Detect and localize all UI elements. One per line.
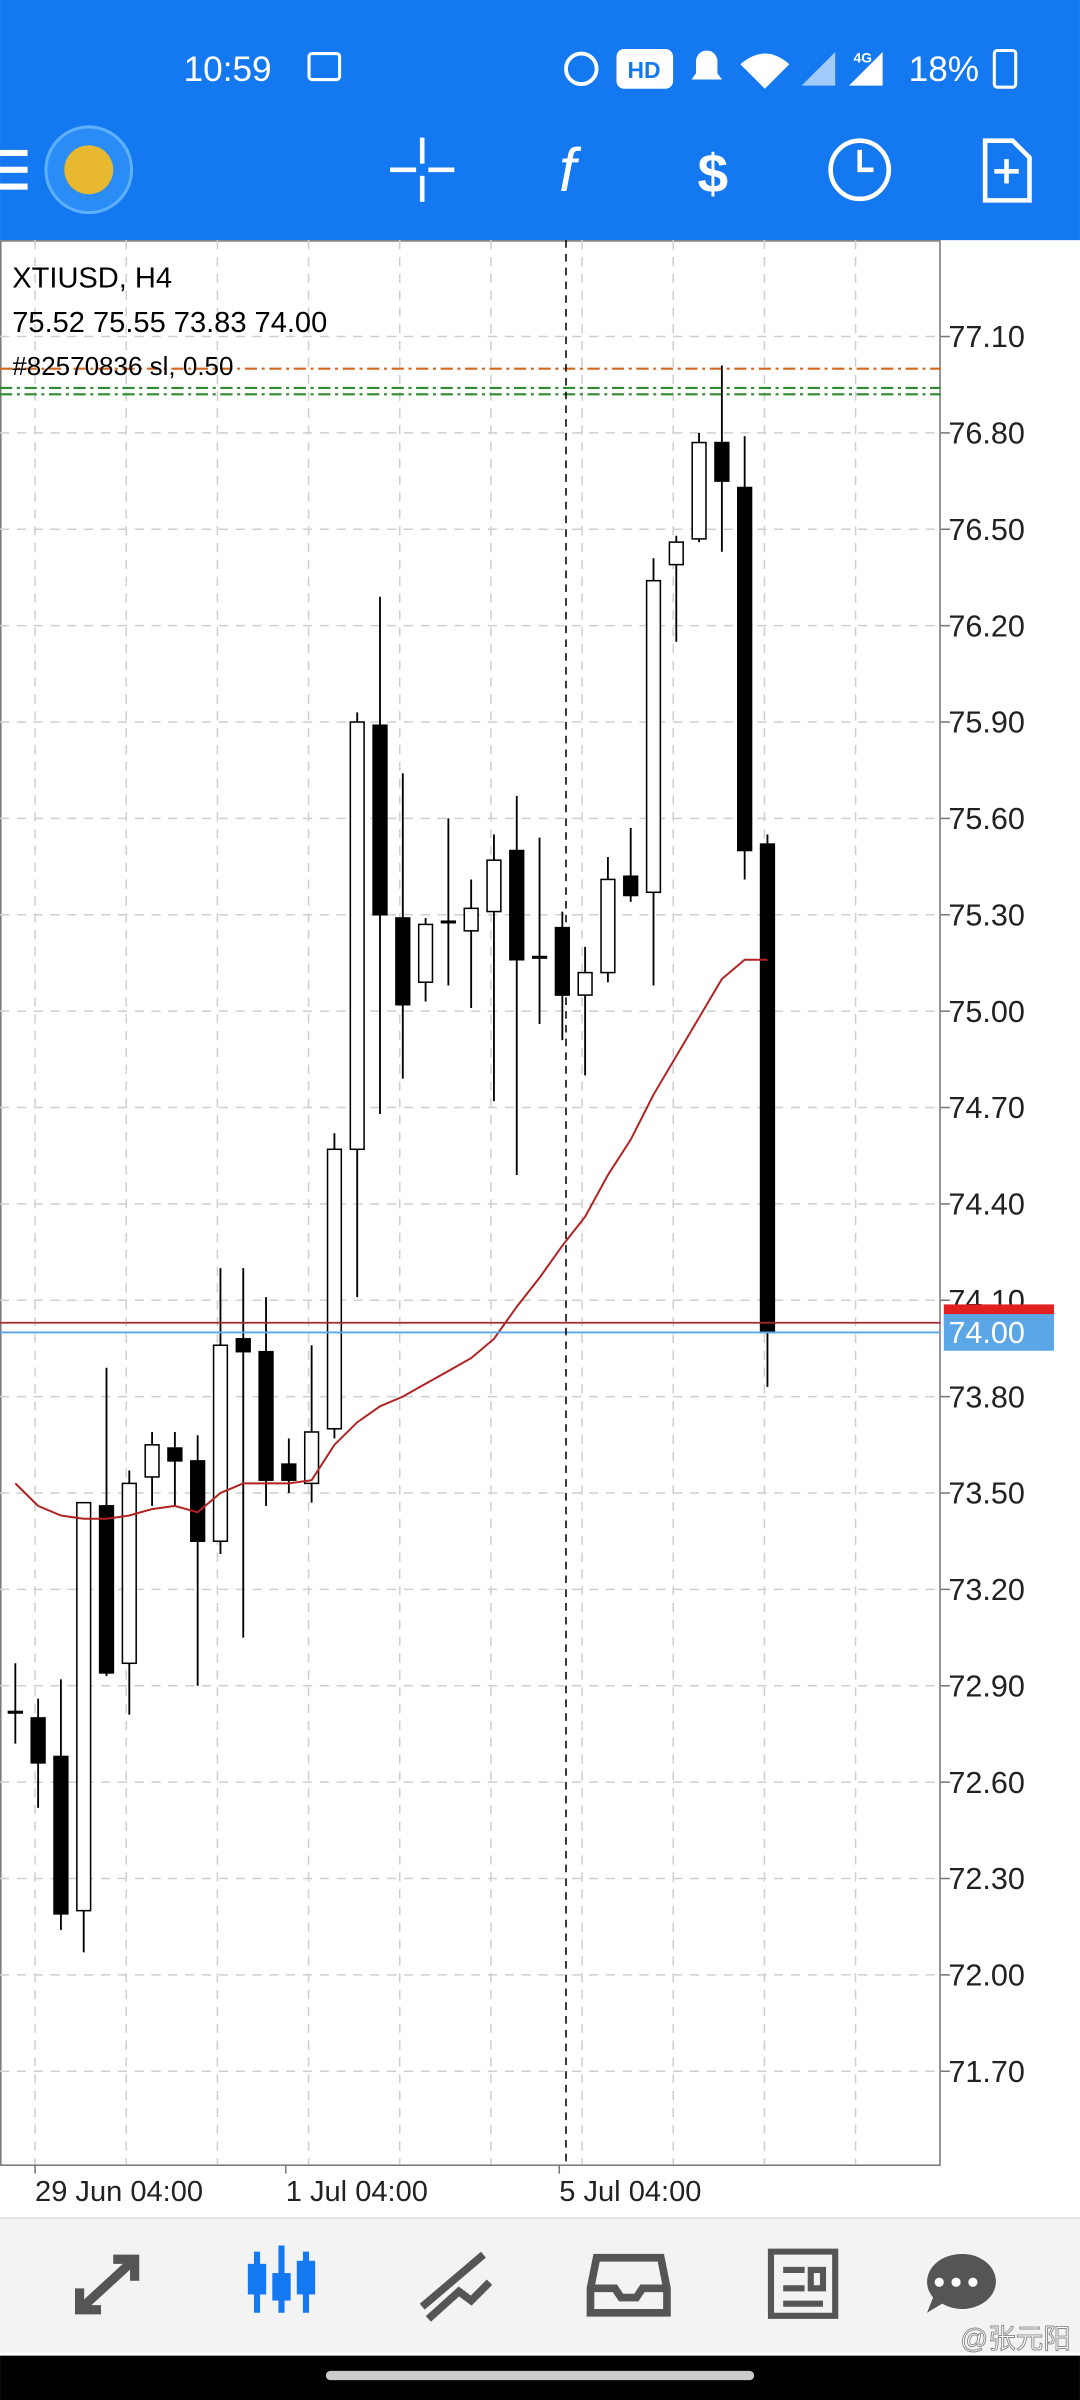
watermark: @张元阳 <box>960 2323 1070 2354</box>
candle-body <box>372 724 388 916</box>
battery-text: 18% <box>909 50 979 89</box>
nav-messages[interactable] <box>926 2253 996 2313</box>
trade-button[interactable]: $ <box>698 143 729 205</box>
nav-quotes[interactable] <box>74 2254 140 2315</box>
bid-tag <box>943 1314 1054 1351</box>
y-tick-label: 76.50 <box>948 513 1025 547</box>
y-tick-label: 75.90 <box>948 706 1025 740</box>
nav-chart-body <box>296 2260 316 2295</box>
y-tick-label: 76.80 <box>948 417 1025 451</box>
y-tick-label: 72.00 <box>948 1959 1025 1993</box>
candle-body <box>668 541 684 566</box>
y-tick-label: 72.60 <box>948 1766 1025 1800</box>
candle-body <box>98 1505 115 1674</box>
candle-body <box>121 1482 137 1665</box>
order-label: #82570836 sl, 0.50 <box>12 351 233 381</box>
chart-title: XTIUSD, H4 <box>12 263 172 295</box>
network-type: 4G <box>854 51 872 66</box>
timeframe-button[interactable] <box>828 138 892 202</box>
clock-hands <box>857 149 874 173</box>
candle-body <box>7 1710 23 1714</box>
candle-body <box>30 1717 46 1764</box>
candle-body <box>577 971 593 996</box>
candle-body <box>76 1501 92 1912</box>
candle-body <box>600 878 616 974</box>
battery-icon <box>992 48 1018 89</box>
mute-icon <box>691 50 723 80</box>
x-tick-label: 1 Jul 04:00 <box>286 2176 428 2208</box>
candle-body <box>190 1460 206 1542</box>
candle-body <box>623 875 639 897</box>
app-header <box>0 0 1080 241</box>
moving-average <box>14 958 768 1520</box>
y-tick-label: 76.20 <box>948 609 1025 643</box>
candle-body <box>303 1431 320 1485</box>
nav-history[interactable] <box>586 2253 671 2317</box>
y-tick-label: 75.00 <box>948 995 1025 1029</box>
candle-body <box>714 441 730 482</box>
y-tick-label: 74.40 <box>948 1188 1025 1222</box>
y-tick-label: 73.20 <box>948 1573 1025 1607</box>
hd-text: HD <box>627 57 660 83</box>
x-tick-label: 29 Jun 04:00 <box>35 2176 203 2208</box>
candle-body <box>759 843 776 1334</box>
nav-news[interactable] <box>767 2248 839 2319</box>
candle-body <box>645 579 662 894</box>
y-tick-label: 75.60 <box>948 802 1025 836</box>
menu-icon-line <box>0 166 28 173</box>
y-tick-label: 73.50 <box>948 1477 1025 1511</box>
dot <box>968 2277 978 2287</box>
y-tick-label: 71.70 <box>948 2055 1025 2089</box>
dot <box>951 2277 961 2287</box>
nav-trade[interactable] <box>419 2251 493 2322</box>
candle-body <box>509 849 525 961</box>
y-tick-label: 72.90 <box>948 1669 1025 1703</box>
candle-body <box>326 1148 343 1430</box>
candle-body <box>440 920 457 924</box>
y-tick-label: 72.30 <box>948 1862 1025 1896</box>
bid-tag-label: 74.00 <box>948 1316 1025 1350</box>
app-logo-inner <box>64 145 114 195</box>
y-tick-label: 77.10 <box>948 320 1025 354</box>
nav-chart-body <box>272 2273 291 2301</box>
home-indicator[interactable] <box>325 2370 755 2381</box>
hd-icon <box>616 48 674 89</box>
candle-body <box>53 1755 69 1915</box>
x-tick-label: 5 Jul 04:00 <box>559 2176 701 2208</box>
candle-body <box>531 955 548 959</box>
y-tick-label: 74.70 <box>948 1091 1025 1125</box>
y-tick-label: 75.30 <box>948 898 1025 932</box>
status-time: 10:59 <box>184 50 272 89</box>
crosshair-button[interactable] <box>390 137 455 202</box>
candle-body <box>349 721 365 1151</box>
candle-body <box>167 1447 183 1462</box>
candle-body <box>691 441 707 540</box>
candle-body <box>737 486 753 852</box>
candle-body <box>395 917 411 1006</box>
new-order-button[interactable] <box>982 138 1032 203</box>
bottom-nav <box>0 2217 1080 2353</box>
candle-body <box>258 1350 274 1481</box>
alarm-icon <box>564 51 599 87</box>
ohlc-text: 75.52 75.55 73.83 74.00 <box>12 307 327 339</box>
y-tick-label: 73.80 <box>948 1380 1025 1414</box>
candle-body <box>281 1463 297 1481</box>
chart-frame <box>0 240 941 2166</box>
candle-body <box>212 1344 229 1542</box>
candle-body <box>417 923 434 984</box>
menu-icon-line <box>0 183 28 190</box>
candle-body <box>554 926 570 996</box>
candle-body <box>486 859 502 913</box>
gallery-icon <box>307 52 342 82</box>
wifi-icon <box>740 53 790 89</box>
menu-icon[interactable] <box>0 149 28 157</box>
nav-chart-body <box>247 2263 267 2295</box>
candle-body <box>463 907 479 932</box>
dot <box>934 2277 944 2287</box>
candle-body <box>235 1338 251 1353</box>
candle-body <box>144 1444 160 1478</box>
